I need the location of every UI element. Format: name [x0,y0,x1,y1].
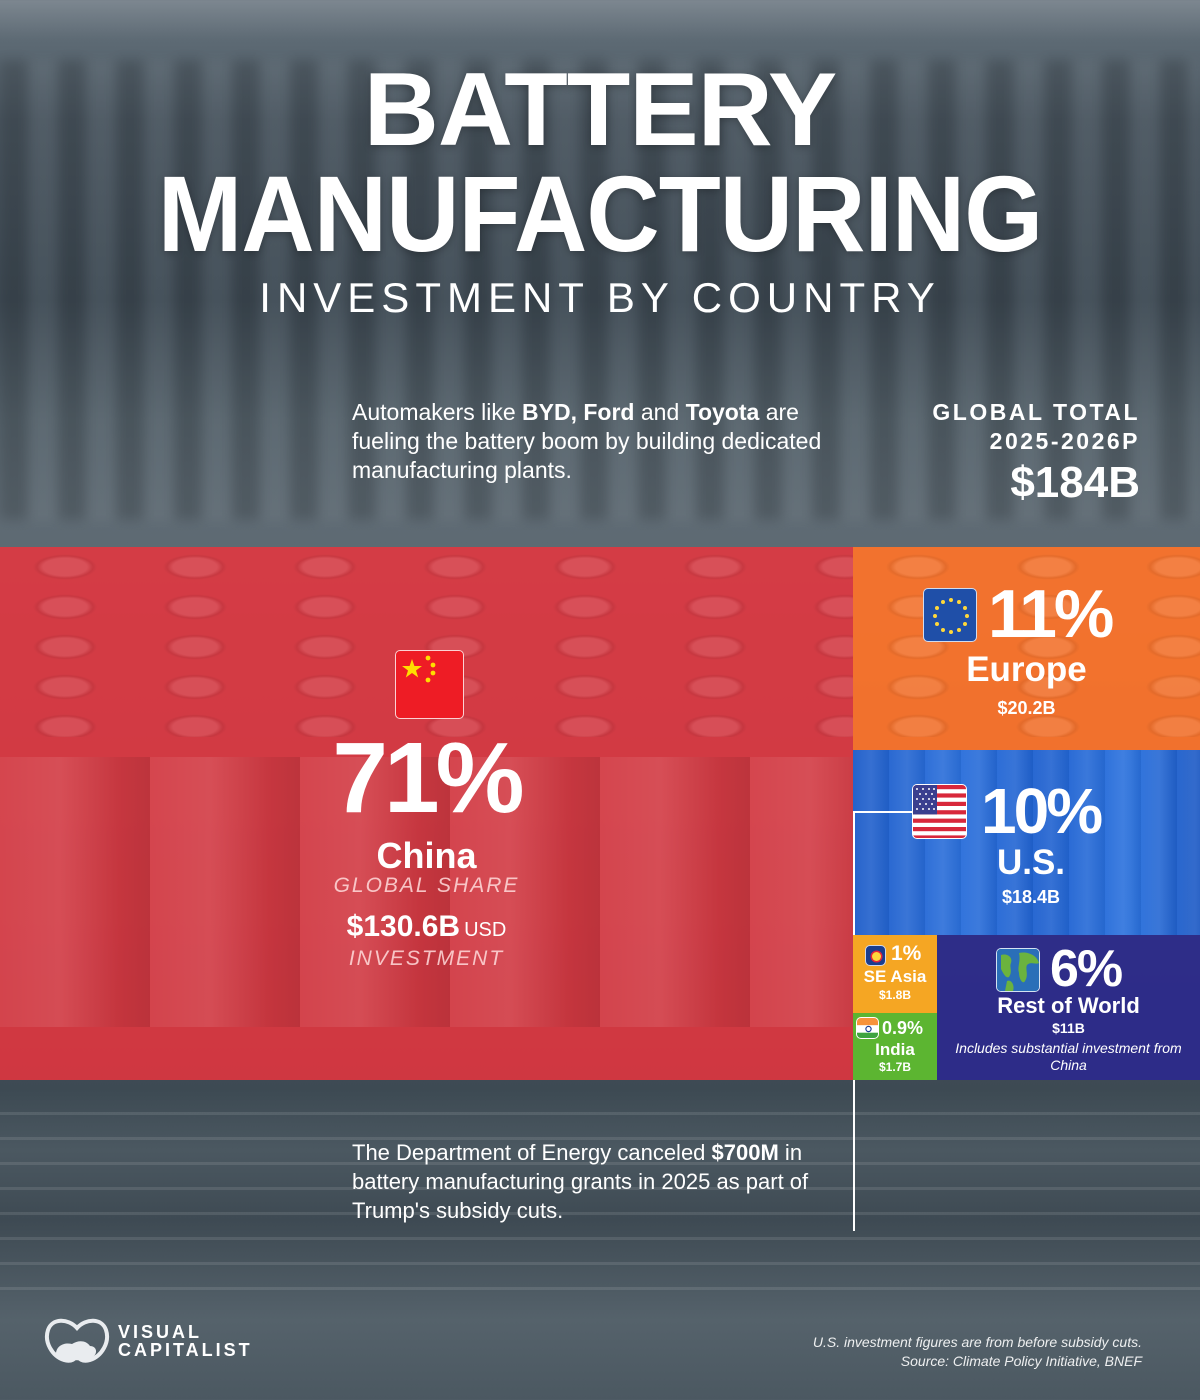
logo-line-2: CAPITALIST [118,1340,253,1360]
background-floor [0,1090,1200,1290]
battery-cells-texture [853,547,1200,737]
europe-amount: $20.2B [997,698,1056,718]
us-amount: $18.4B [1001,887,1061,907]
china-label: China [376,835,477,876]
us-block [853,750,1200,935]
europe-label: Europe [966,650,1087,689]
global-total: GLOBAL TOTAL 2025-2026P $184B [932,398,1140,508]
se-asia-amount: $1.8B [878,988,912,1002]
india-percent: 0.9% [882,1018,924,1038]
battery-cells-texture [853,750,1200,935]
global-total-value: $184B [1010,458,1140,507]
china-percent: 71% [332,722,524,834]
logo-icon [45,1318,109,1363]
china-amount: $130.6B USD [346,910,507,943]
india-flag-icon [856,1017,879,1039]
background-battery-rack [0,60,1200,520]
logo-line-1: VISUAL [118,1322,203,1342]
footer-note: U.S. investment figures are from before … [812,1334,1142,1350]
footer-source: Source: Climate Policy Initiative, BNEF [900,1353,1142,1369]
globe-icon [996,948,1040,992]
footer: U.S. investment figures are from before … [813,1333,1142,1371]
rest-of-world-note: Includes substantial investment from Chi… [955,1040,1182,1073]
europe-block [853,547,1200,750]
china-block [0,547,853,1080]
doe-note: The Department of Energy canceled $700M … [352,1140,809,1223]
india-amount: $1.7B [878,1060,912,1074]
global-total-label: GLOBAL TOTAL [932,399,1140,425]
us-flag-icon [912,784,967,839]
title-line-2: MANUFACTURING [157,153,1043,274]
subtitle: INVESTMENT BY COUNTRY [259,274,941,321]
se-asia-percent: 1% [891,942,922,965]
visual-capitalist-logo: VISUAL CAPITALIST [44,1316,253,1366]
asean-flag-icon [865,945,886,966]
china-share-label: GLOBAL SHARE [333,874,520,897]
rest-of-world-amount: $11B [1052,1020,1085,1036]
china-flag-icon [395,650,464,719]
connector-line-horizontal [853,811,913,813]
us-percent: 10% [981,775,1103,847]
us-label: U.S. [996,843,1066,882]
rest-of-world-label: Rest of World [997,993,1140,1018]
rest-of-world-percent: 6% [1050,940,1123,998]
battery-cells-body-texture [0,757,853,1027]
global-total-period: 2025-2026P [989,428,1140,454]
india-label: India [875,1040,915,1059]
rest-of-world-block [937,935,1200,1080]
eu-flag-icon [923,588,977,642]
title-line-1: BATTERY [363,52,838,168]
china-investment-label: INVESTMENT [348,947,505,970]
se-asia-label: SE Asia [863,967,927,986]
europe-percent: 11% [988,576,1114,652]
intro-text: Automakers like BYD, Ford and Toyota are… [352,399,822,483]
